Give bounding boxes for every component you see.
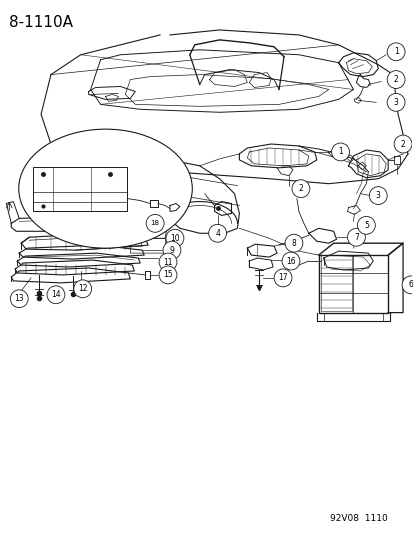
Circle shape [273,269,291,287]
Text: 2: 2 [298,184,303,193]
Circle shape [386,93,404,111]
Text: 14: 14 [51,290,61,299]
Circle shape [347,228,365,246]
Circle shape [159,266,176,284]
Circle shape [74,280,91,298]
Text: 8-1110A: 8-1110A [9,15,73,30]
Ellipse shape [19,129,192,248]
Circle shape [47,286,65,304]
Text: 2: 2 [393,75,398,84]
Text: 15: 15 [163,270,172,279]
Text: 10: 10 [170,234,179,243]
Text: 92V08  1110: 92V08 1110 [330,514,387,523]
Text: 12: 12 [78,284,87,293]
Circle shape [146,214,164,232]
Bar [33,167,127,212]
Text: 16: 16 [285,256,295,265]
Circle shape [393,135,411,153]
Circle shape [208,224,226,242]
Circle shape [331,143,349,161]
Text: 6: 6 [408,280,413,289]
Circle shape [163,241,180,259]
Text: 3: 3 [375,191,380,200]
Text: 4: 4 [215,229,219,238]
Circle shape [386,71,404,88]
Circle shape [386,43,404,61]
Text: 7: 7 [353,233,358,242]
Circle shape [284,235,302,252]
Circle shape [10,290,28,308]
Circle shape [401,276,413,294]
Text: 18: 18 [150,220,159,227]
Text: 11: 11 [163,257,172,266]
Circle shape [368,187,386,205]
Text: 8: 8 [291,239,296,248]
Circle shape [166,229,183,247]
Circle shape [159,253,176,271]
Text: 9: 9 [169,246,174,255]
Text: 13: 13 [14,294,24,303]
Text: 1: 1 [393,47,398,56]
Text: 1: 1 [337,148,342,157]
Circle shape [281,252,299,270]
Text: 2: 2 [400,140,404,149]
Circle shape [291,180,309,198]
Circle shape [356,216,374,235]
Text: 3: 3 [393,98,398,107]
Text: 17: 17 [278,273,287,282]
Text: 5: 5 [363,221,368,230]
